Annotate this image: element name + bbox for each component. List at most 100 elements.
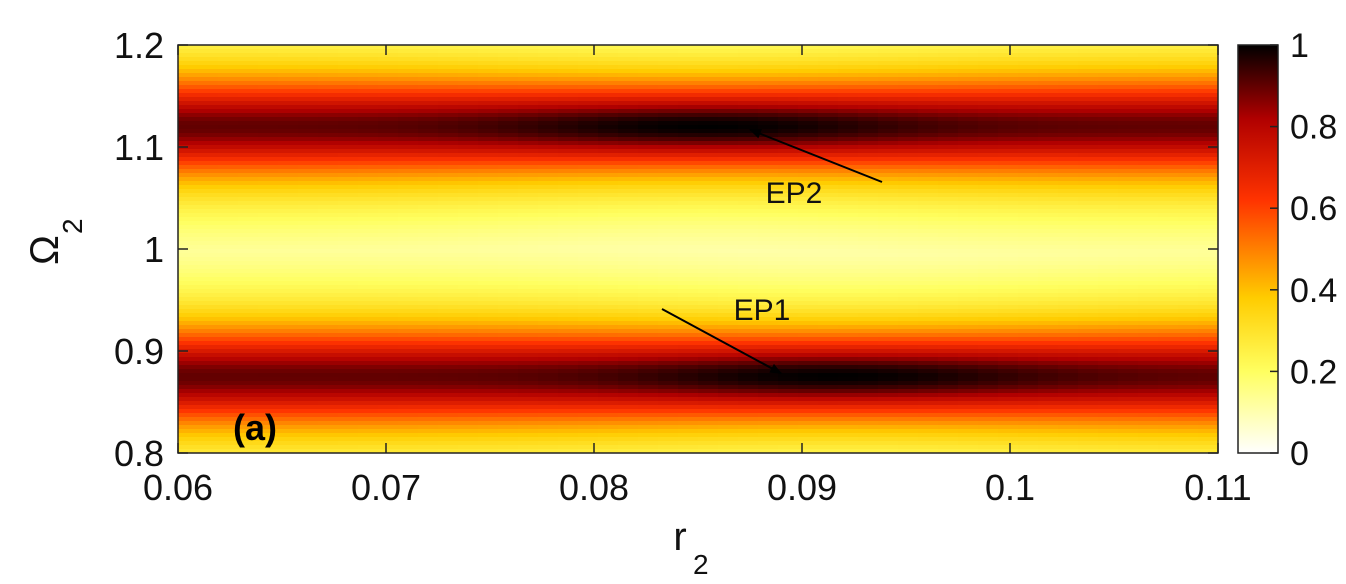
heatmap-cell [1038, 425, 1059, 430]
heatmap-cell [178, 145, 199, 150]
heatmap-cell [798, 277, 819, 282]
heatmap-cell [218, 389, 239, 394]
heatmap-cell [498, 425, 519, 430]
heatmap-cell [498, 409, 519, 414]
heatmap-cell [318, 113, 339, 118]
heatmap-cell [418, 325, 439, 330]
heatmap-cell [238, 289, 259, 294]
heatmap-cell [638, 105, 659, 110]
heatmap-cell [798, 365, 819, 370]
heatmap-cell [518, 417, 539, 422]
heatmap-cell [678, 285, 699, 290]
heatmap-cell [598, 81, 619, 86]
heatmap-cell [558, 369, 579, 374]
heatmap-cell [1078, 69, 1099, 74]
heatmap-cell [1098, 141, 1119, 146]
heatmap-cell [1178, 193, 1199, 198]
heatmap-cell [758, 109, 779, 114]
heatmap-cell [818, 353, 839, 358]
heatmap-cell [698, 349, 719, 354]
heatmap-cell [858, 337, 879, 342]
heatmap-cell [778, 169, 799, 174]
heatmap-cell [978, 109, 999, 114]
heatmap-cell [318, 297, 339, 302]
heatmap-cell [718, 257, 739, 262]
heatmap-cell [538, 45, 559, 50]
heatmap-cell [1198, 53, 1218, 58]
heatmap-cell [378, 357, 399, 362]
heatmap-cell [658, 145, 679, 150]
heatmap-cell [738, 277, 759, 282]
heatmap-cell [798, 85, 819, 90]
heatmap-cell [198, 137, 219, 142]
heatmap-cell [1158, 125, 1179, 130]
heatmap-cell [238, 157, 259, 162]
heatmap-cell [918, 257, 939, 262]
heatmap-cell [658, 365, 679, 370]
heatmap-cell [918, 109, 939, 114]
heatmap-cell [518, 309, 539, 314]
heatmap-cell [458, 385, 479, 390]
heatmap-cell [398, 301, 419, 306]
heatmap-cell [438, 321, 459, 326]
heatmap-cell [818, 345, 839, 350]
heatmap-cell [778, 309, 799, 314]
heatmap-cell [1198, 153, 1218, 158]
heatmap-cell [318, 221, 339, 226]
heatmap-cell [518, 261, 539, 266]
heatmap-cell [758, 273, 779, 278]
heatmap-cell [658, 413, 679, 418]
heatmap-cell [658, 305, 679, 310]
heatmap-cell [1038, 197, 1059, 202]
heatmap-cell [858, 169, 879, 174]
heatmap-cell [338, 333, 359, 338]
heatmap-cell [358, 125, 379, 130]
heatmap-cell [378, 45, 399, 50]
heatmap-cell [558, 173, 579, 178]
heatmap-cell [1058, 325, 1079, 330]
heatmap-cell [1018, 129, 1039, 134]
heatmap-cell [338, 405, 359, 410]
heatmap-cell [798, 425, 819, 430]
heatmap-cell [238, 93, 259, 98]
heatmap-cell [238, 409, 259, 414]
heatmap-cell [1138, 409, 1159, 414]
heatmap-cell [298, 285, 319, 290]
heatmap-cell [418, 129, 439, 134]
heatmap-cell [538, 237, 559, 242]
heatmap-cell [458, 357, 479, 362]
heatmap-cell [1118, 49, 1139, 54]
heatmap-cell [998, 81, 1019, 86]
heatmap-cell [198, 313, 219, 318]
heatmap-cell [898, 105, 919, 110]
heatmap-cell [718, 421, 739, 426]
heatmap-cell [318, 277, 339, 282]
heatmap-cell [198, 361, 219, 366]
heatmap-cell [438, 149, 459, 154]
heatmap-cell [498, 189, 519, 194]
heatmap-cell [758, 361, 779, 366]
heatmap-cell [878, 409, 899, 414]
heatmap-cell [1198, 165, 1218, 170]
heatmap-cell [1138, 117, 1159, 122]
heatmap-cell [698, 269, 719, 274]
heatmap-cell [378, 113, 399, 118]
heatmap-cell [518, 377, 539, 382]
heatmap-cell [898, 281, 919, 286]
heatmap-cell [198, 177, 219, 182]
heatmap-cell [278, 317, 299, 322]
heatmap-cell [338, 113, 359, 118]
heatmap-cell [478, 277, 499, 282]
heatmap-cell [718, 329, 739, 334]
heatmap-cell [198, 65, 219, 70]
heatmap-cell [1198, 389, 1218, 394]
heatmap-cell [778, 117, 799, 122]
heatmap-cell [518, 125, 539, 130]
heatmap-cell [438, 393, 459, 398]
heatmap-cell [978, 153, 999, 158]
heatmap-cell [1058, 277, 1079, 282]
heatmap-cell [538, 141, 559, 146]
heatmap-cell [578, 73, 599, 78]
heatmap-cell [798, 101, 819, 106]
heatmap-cell [938, 233, 959, 238]
